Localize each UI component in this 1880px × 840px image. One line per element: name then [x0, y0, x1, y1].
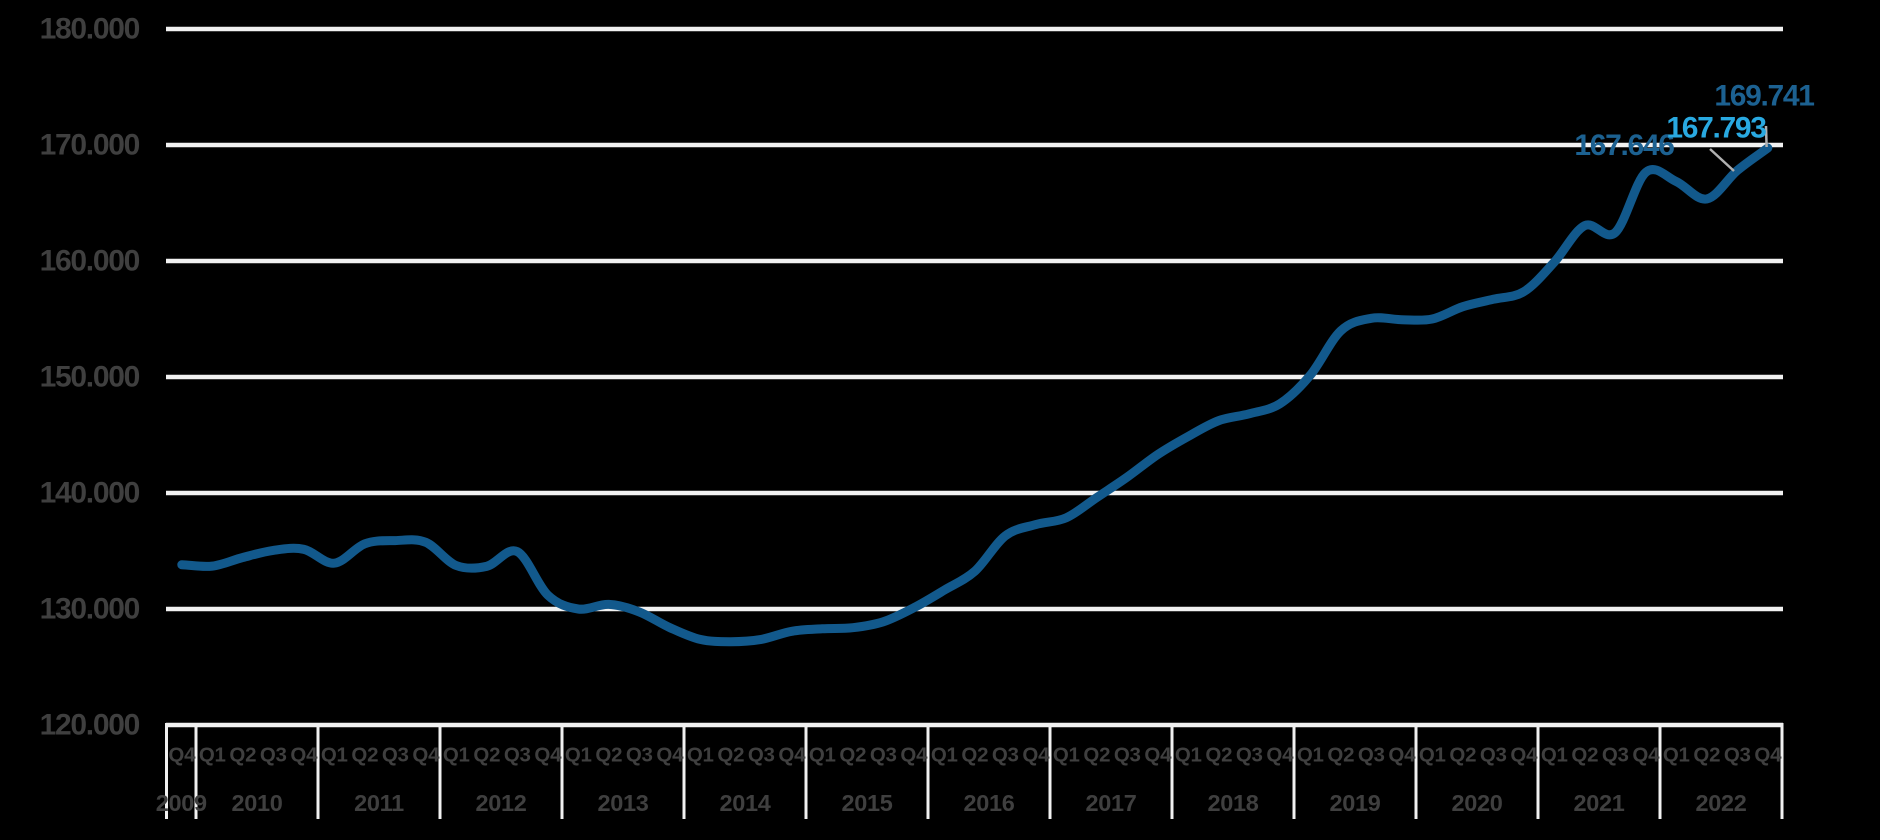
svg-text:Q1: Q1 — [687, 744, 714, 767]
svg-text:Q2: Q2 — [1327, 744, 1354, 767]
svg-text:Q3: Q3 — [748, 744, 775, 767]
svg-text:Q1: Q1 — [809, 744, 836, 767]
svg-text:Q3: Q3 — [382, 744, 409, 767]
svg-text:Q4: Q4 — [290, 744, 318, 767]
svg-text:Q1: Q1 — [1663, 744, 1690, 767]
svg-text:Q4: Q4 — [168, 744, 196, 767]
svg-text:2015: 2015 — [841, 790, 892, 816]
svg-text:2016: 2016 — [963, 790, 1014, 816]
svg-text:Q1: Q1 — [443, 744, 470, 767]
svg-text:Q1: Q1 — [1053, 744, 1080, 767]
svg-text:Q3: Q3 — [1480, 744, 1507, 767]
svg-text:Q4: Q4 — [1266, 744, 1294, 767]
svg-text:Q2: Q2 — [961, 744, 988, 767]
svg-text:Q1: Q1 — [1175, 744, 1202, 767]
svg-text:Q2: Q2 — [351, 744, 378, 767]
svg-text:2022: 2022 — [1695, 790, 1746, 816]
svg-text:2011: 2011 — [354, 790, 404, 816]
svg-text:Q3: Q3 — [870, 744, 897, 767]
svg-text:Q2: Q2 — [473, 744, 500, 767]
svg-text:Q4: Q4 — [778, 744, 806, 767]
svg-text:Q2: Q2 — [1693, 744, 1720, 767]
svg-text:Q3: Q3 — [1358, 744, 1385, 767]
svg-text:Q4: Q4 — [1632, 744, 1660, 767]
svg-text:Q3: Q3 — [992, 744, 1019, 767]
svg-text:180.000: 180.000 — [40, 13, 140, 46]
svg-text:2014: 2014 — [719, 790, 770, 816]
svg-text:169.741: 169.741 — [1714, 80, 1814, 113]
svg-text:2009: 2009 — [156, 790, 207, 816]
svg-text:Q3: Q3 — [626, 744, 653, 767]
svg-text:2019: 2019 — [1329, 790, 1380, 816]
svg-text:Q2: Q2 — [1449, 744, 1476, 767]
svg-text:130.000: 130.000 — [40, 593, 140, 626]
svg-text:Q1: Q1 — [199, 744, 226, 767]
svg-text:Q4: Q4 — [1022, 744, 1050, 767]
svg-text:170.000: 170.000 — [40, 129, 140, 162]
svg-text:167.646: 167.646 — [1574, 129, 1674, 162]
svg-text:2018: 2018 — [1207, 790, 1258, 816]
svg-text:2021: 2021 — [1573, 790, 1624, 816]
svg-text:Q4: Q4 — [1510, 744, 1538, 767]
svg-text:Q3: Q3 — [1236, 744, 1263, 767]
svg-text:Q2: Q2 — [595, 744, 622, 767]
svg-text:Q3: Q3 — [1724, 744, 1751, 767]
svg-text:Q2: Q2 — [717, 744, 744, 767]
svg-text:2010: 2010 — [231, 790, 282, 816]
svg-text:Q1: Q1 — [565, 744, 592, 767]
svg-text:Q2: Q2 — [1205, 744, 1232, 767]
svg-text:120.000: 120.000 — [40, 709, 140, 742]
svg-text:Q1: Q1 — [1541, 744, 1568, 767]
svg-text:Q4: Q4 — [656, 744, 684, 767]
svg-text:Q4: Q4 — [534, 744, 562, 767]
svg-text:150.000: 150.000 — [40, 361, 140, 394]
svg-text:Q4: Q4 — [412, 744, 440, 767]
svg-text:Q3: Q3 — [504, 744, 531, 767]
svg-text:Q3: Q3 — [1602, 744, 1629, 767]
svg-text:2012: 2012 — [475, 790, 526, 816]
svg-text:Q2: Q2 — [229, 744, 256, 767]
svg-text:Q3: Q3 — [260, 744, 287, 767]
svg-text:Q4: Q4 — [1754, 744, 1782, 767]
svg-text:Q2: Q2 — [1083, 744, 1110, 767]
svg-text:Q4: Q4 — [1388, 744, 1416, 767]
svg-text:2013: 2013 — [597, 790, 648, 816]
svg-text:167.793: 167.793 — [1666, 112, 1766, 145]
svg-text:Q3: Q3 — [1114, 744, 1141, 767]
svg-text:Q1: Q1 — [1297, 744, 1324, 767]
svg-text:Q4: Q4 — [900, 744, 928, 767]
svg-text:Q2: Q2 — [839, 744, 866, 767]
svg-text:Q1: Q1 — [1419, 744, 1446, 767]
svg-text:Q4: Q4 — [1144, 744, 1172, 767]
svg-text:Q1: Q1 — [931, 744, 958, 767]
svg-text:Q1: Q1 — [321, 744, 348, 767]
svg-text:Q2: Q2 — [1571, 744, 1598, 767]
svg-text:140.000: 140.000 — [40, 477, 140, 510]
svg-text:160.000: 160.000 — [40, 245, 140, 278]
svg-text:2017: 2017 — [1085, 790, 1136, 816]
svg-text:2020: 2020 — [1451, 790, 1502, 816]
